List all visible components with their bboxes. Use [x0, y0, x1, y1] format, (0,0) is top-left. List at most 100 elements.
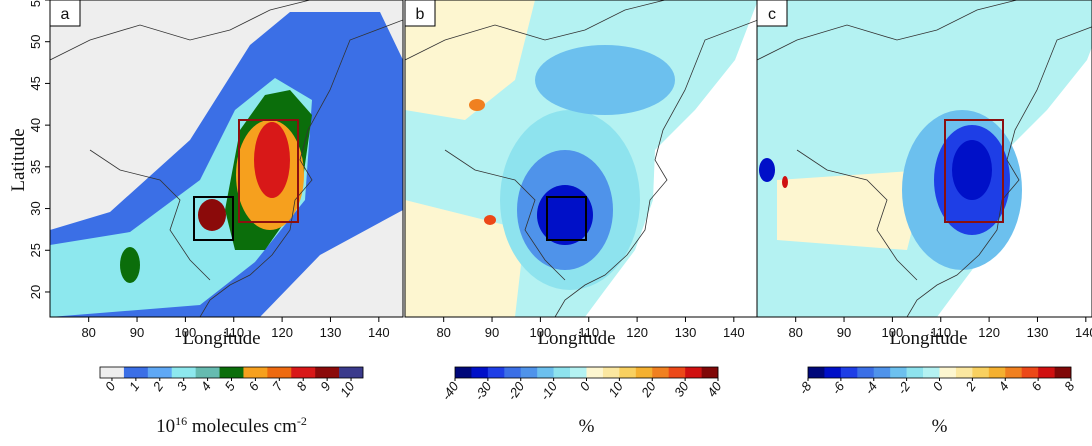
- colorbar-swatch: [100, 367, 125, 378]
- colorbar-swatch: [315, 367, 340, 378]
- x-tick-label: 120: [626, 325, 648, 340]
- colorbar-swatch: [537, 367, 554, 378]
- colorbar-swatch: [243, 367, 268, 378]
- colorbar-swatch: [988, 367, 1006, 378]
- colorbar-swatch: [171, 367, 196, 378]
- x-tick-label: 110: [223, 325, 244, 340]
- x-tick-label: 90: [485, 325, 499, 340]
- y-tick-label: 20: [28, 285, 43, 299]
- colorbar-swatch: [906, 367, 924, 378]
- colorbar-tick-label: 4: [995, 379, 1011, 394]
- colorbar-swatch: [520, 367, 538, 378]
- colorbar-swatch: [701, 367, 719, 378]
- colorbar-swatch: [219, 367, 244, 378]
- panel-label: b: [416, 6, 425, 23]
- unit-text: molecules cm: [187, 416, 297, 437]
- colorbar-swatch: [619, 367, 637, 378]
- colorbar-swatch: [339, 367, 364, 378]
- map-shape: [535, 45, 675, 115]
- colorbar-swatch: [553, 367, 571, 378]
- x-tick-label: 130: [1027, 325, 1049, 340]
- colorbar-swatch: [602, 367, 620, 378]
- colorbar-swatch: [147, 367, 173, 378]
- colorbar-swatch: [972, 367, 990, 378]
- map-shape: [782, 176, 788, 188]
- colorbar-tick-label: 5: [222, 378, 239, 393]
- colorbar-tick-label: 10: [605, 378, 626, 399]
- y-tick-label: 35: [28, 160, 43, 174]
- panel-frame: [49, 0, 404, 318]
- colorbar-tick-label: 30: [671, 378, 692, 399]
- map-shape: [546, 196, 587, 241]
- x-tick-label: 90: [837, 325, 851, 340]
- map-shape: [238, 119, 299, 223]
- colorbar-swatch: [586, 367, 604, 378]
- x-tick-label: 140: [1075, 325, 1092, 340]
- map-shape: [254, 122, 290, 198]
- map-shape: [484, 215, 496, 225]
- colorbar-swatch: [635, 367, 653, 378]
- x-tick-label: 110: [930, 325, 951, 340]
- colorbar-swatch: [808, 367, 825, 378]
- x-tick-label: 80: [81, 325, 95, 340]
- colorbar-tick-label: -6: [828, 378, 847, 397]
- colorbar-swatch: [504, 367, 522, 378]
- x-tick-label: 100: [882, 325, 904, 340]
- unit-text: %: [932, 416, 948, 437]
- unit-text: 10: [156, 416, 175, 437]
- colorbar-tick-label: -30: [471, 378, 495, 403]
- map-shape: [405, 200, 525, 317]
- x-tick-label: 140: [723, 325, 745, 340]
- colorbar-tick-label: 6: [1028, 378, 1045, 393]
- colorbar-tick-label: 40: [704, 378, 725, 399]
- x-axis-label: Longitude: [537, 328, 615, 349]
- colorbar-tick-label: -20: [504, 378, 528, 403]
- y-tick-label: 45: [28, 76, 43, 90]
- y-tick-label: 55: [28, 0, 43, 7]
- colorbar-swatch: [291, 367, 316, 378]
- colorbar-tick-label: 10: [337, 378, 358, 399]
- map-panel: [50, 0, 403, 317]
- colorbar-tick-label: 1: [126, 379, 142, 394]
- y-tick-label: 30: [28, 201, 43, 215]
- map-shape: [777, 170, 927, 250]
- colorbar-tick-label: 0: [102, 378, 119, 393]
- y-tick-label: 50: [28, 34, 43, 48]
- colorbar-tick-label: -40: [438, 378, 462, 403]
- x-tick-label: 120: [978, 325, 1000, 340]
- map-shape: [198, 199, 226, 231]
- x-tick-label: 90: [130, 325, 144, 340]
- colorbar-swatch: [840, 367, 858, 378]
- x-tick-label: 100: [175, 325, 197, 340]
- map-shape: [944, 119, 1004, 223]
- colorbar-swatch: [857, 367, 875, 378]
- colorbar-swatch: [824, 367, 842, 378]
- colorbar-tick-label: -2: [894, 378, 913, 397]
- colorbar-tick-label: -4: [861, 379, 880, 397]
- colorbar-tick-label: -8: [796, 378, 815, 397]
- colorbar-swatch: [955, 367, 973, 378]
- colorbar-swatch: [939, 367, 957, 378]
- colorbar-swatch: [685, 367, 702, 378]
- colorbar-unit: %: [579, 416, 595, 437]
- map-shape: [585, 0, 758, 317]
- x-tick-label: 80: [436, 325, 450, 340]
- colorbar-unit: 1016 molecules cm-2: [156, 414, 307, 437]
- colorbar-swatch: [668, 367, 686, 378]
- x-tick-label: 130: [675, 325, 697, 340]
- colorbar-swatch: [1038, 367, 1055, 378]
- map-shape: [193, 196, 234, 241]
- colorbar-tick-label: 0: [577, 378, 594, 393]
- map-shape: [120, 247, 140, 283]
- x-tick-label: 110: [578, 325, 599, 340]
- colorbar-swatch: [1054, 367, 1072, 378]
- colorbar-swatch: [471, 367, 489, 378]
- map-shape: [952, 140, 992, 200]
- colorbar-tick-label: 9: [317, 379, 333, 394]
- panel-label-box: [404, 0, 436, 27]
- panel-label: c: [768, 6, 776, 23]
- colorbar-tick-label: 8: [293, 378, 310, 393]
- colorbar-tick-label: 2: [149, 378, 166, 394]
- x-axis-label: Longitude: [182, 328, 260, 349]
